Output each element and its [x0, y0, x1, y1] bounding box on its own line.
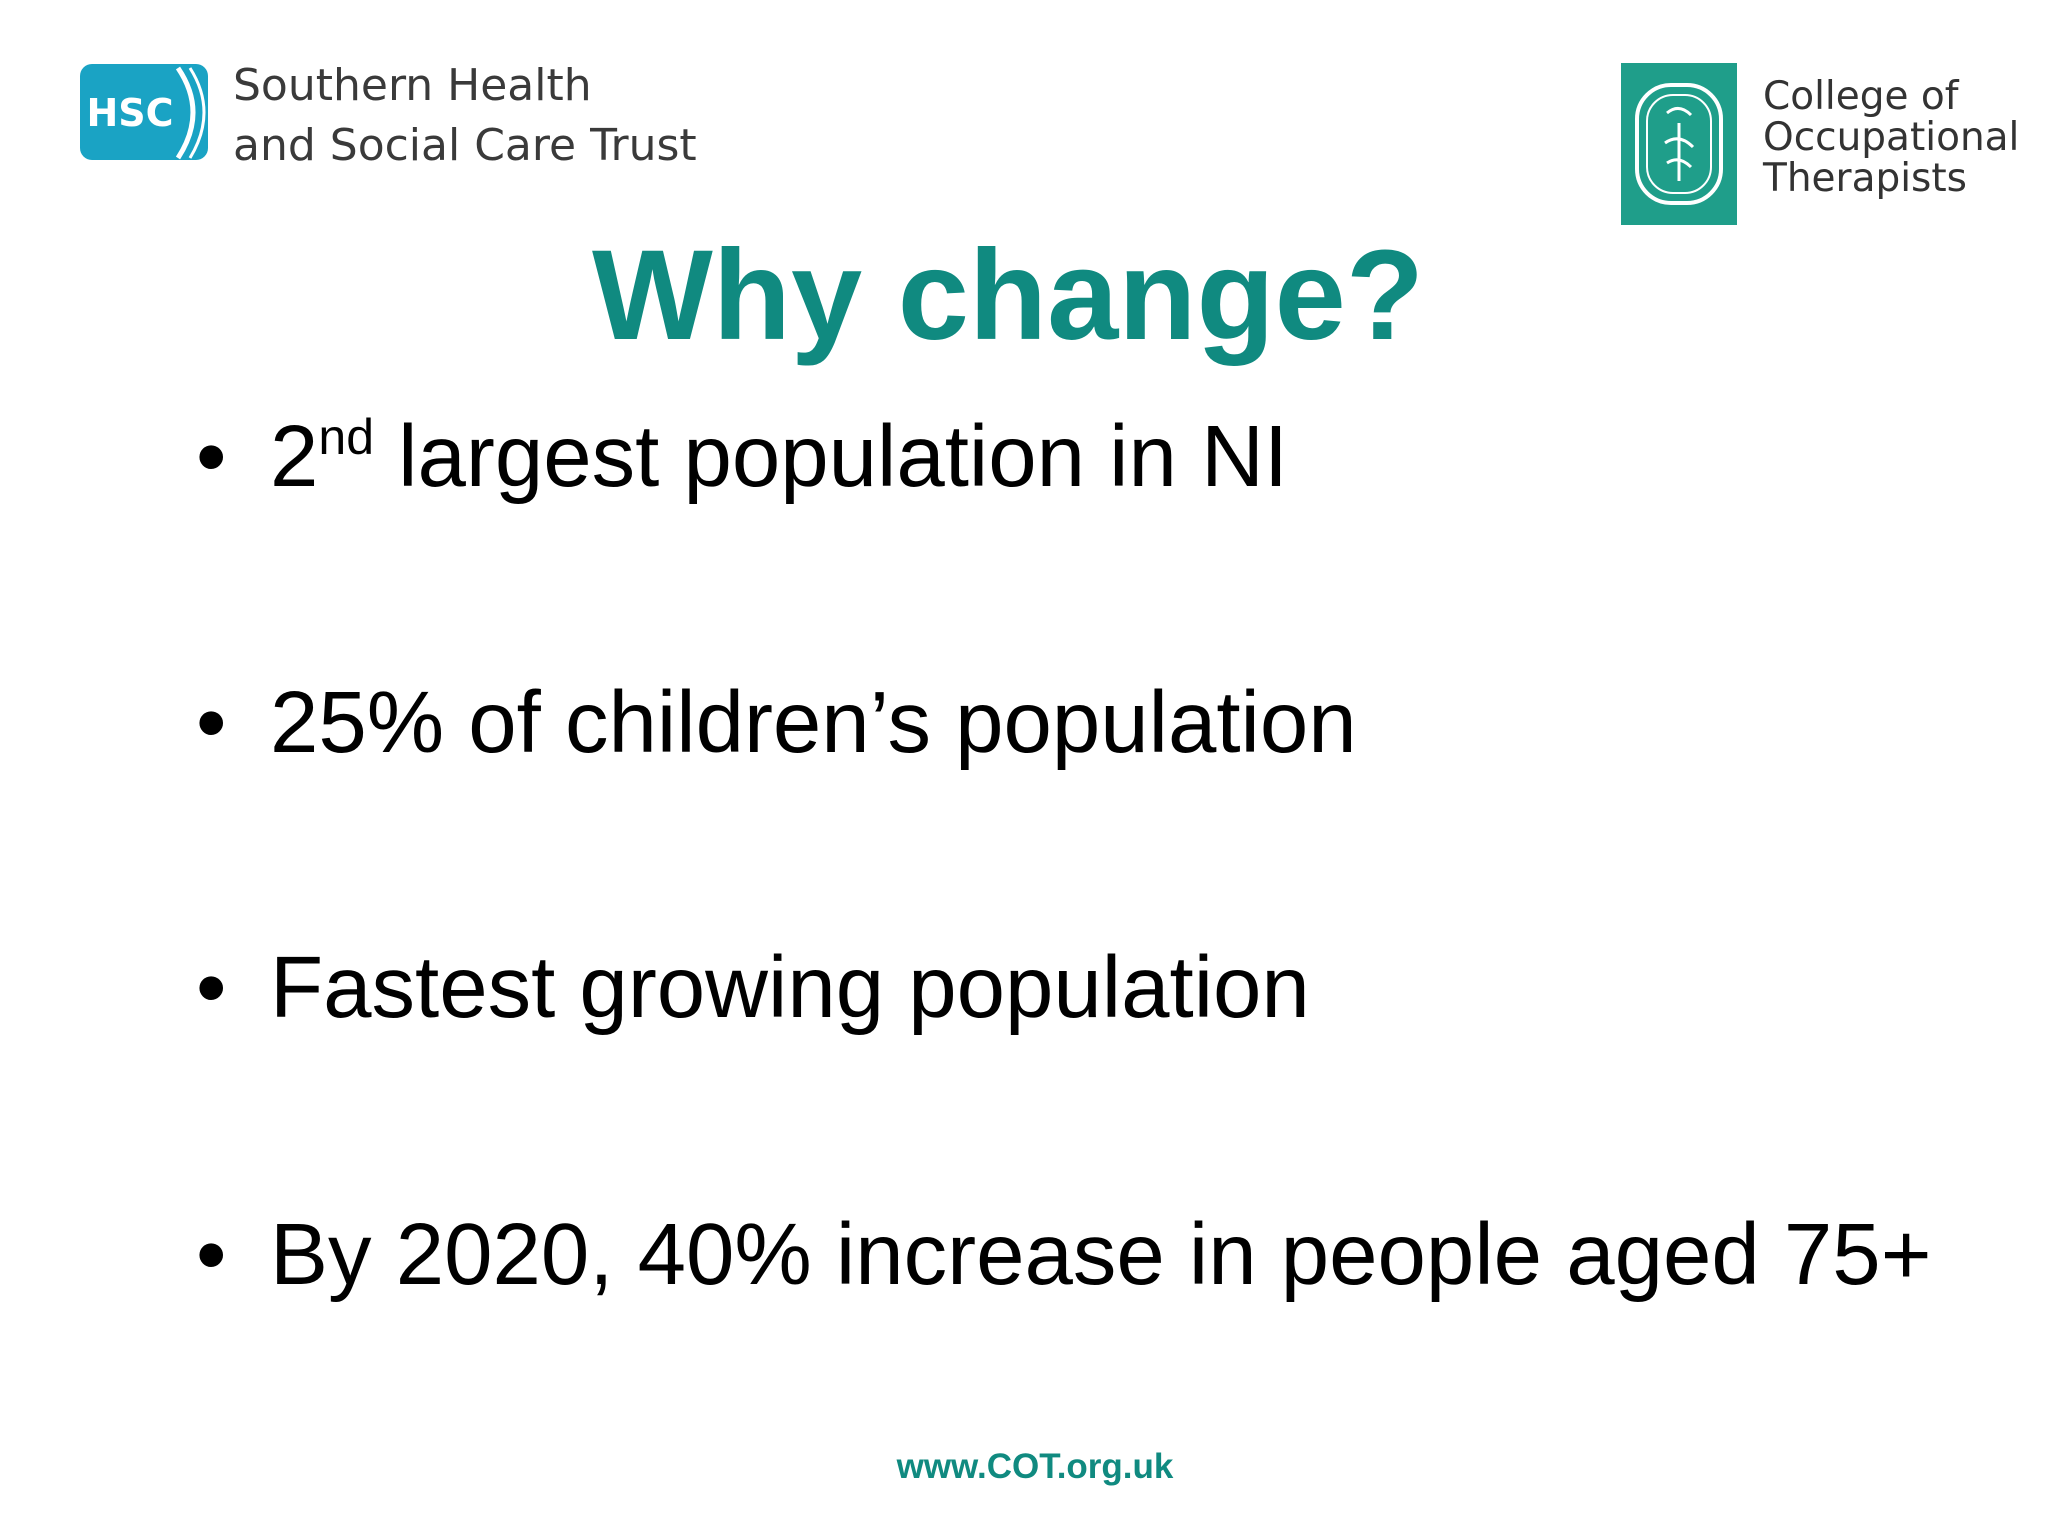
hsc-badge: HSC [86, 91, 173, 135]
bullet-text: 2 [270, 408, 319, 505]
bullet-text: Fastest growing population [270, 939, 1310, 1036]
cot-line: Therapists [1763, 156, 1967, 201]
bullet-text: largest population in NI [374, 408, 1289, 505]
footer-url: www.COT.org.uk [896, 1447, 1174, 1486]
cot-emblem [1621, 63, 1737, 225]
bullet: • 2nd largest population in NI [196, 412, 1288, 500]
hsc-line: and Social Care Trust [233, 120, 697, 171]
hsc-line: Southern Health [233, 60, 592, 111]
bullet-dot: • [196, 1206, 227, 1303]
bullet-superscript: nd [318, 409, 375, 465]
hsc-name: Southern Health and Social Care Trust [233, 56, 697, 176]
hsc-logo: HSC [80, 64, 208, 160]
cot-name: College of Occupational Therapists [1763, 76, 2019, 199]
bullet: • 25% of children’s population [196, 679, 1357, 766]
cot-line: College of [1763, 74, 1959, 119]
bullet: • By 2020, 40% increase in people aged 75… [196, 1211, 1932, 1298]
bullet-dot: • [196, 408, 227, 505]
cot-line: Occupational [1763, 115, 2020, 160]
bullet-text: 25% of children’s population [270, 674, 1357, 771]
bullet-dot: • [196, 674, 227, 771]
bullet-text: By 2020, 40% increase in people aged 75+ [270, 1206, 1932, 1303]
bullet: • Fastest growing population [196, 944, 1310, 1031]
bullet-dot: • [196, 939, 227, 1036]
slide-title: Why change? [591, 224, 1425, 367]
